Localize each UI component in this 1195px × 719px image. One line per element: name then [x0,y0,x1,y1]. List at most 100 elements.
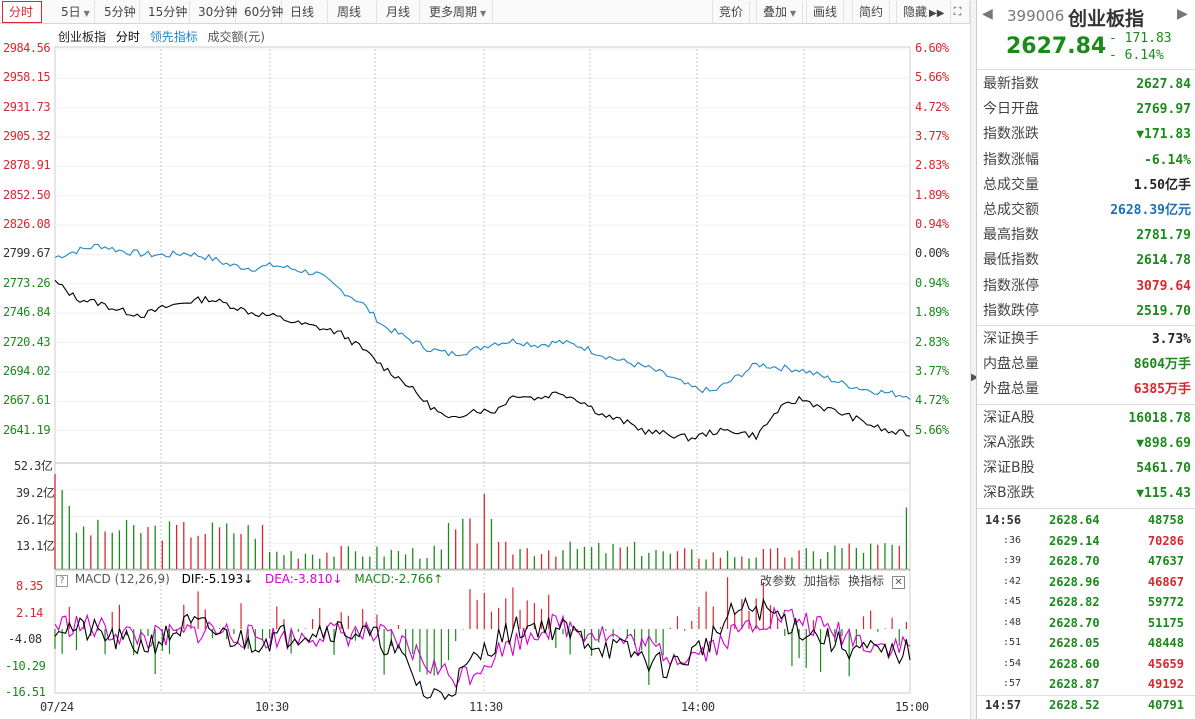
tick-price: 2628.70 [1049,554,1100,569]
price-tick-label: 2984.56 [3,41,51,55]
close-icon[interactable]: ✕ [892,576,906,589]
tick-volume: 70286 [1147,533,1184,548]
pct-tick-label: 1.89% [915,187,949,202]
panel-splitter[interactable]: ▶ [970,0,979,719]
tool-button-label: 叠加 [763,5,788,19]
tick-price: 2628.64 [1049,513,1100,528]
macd-tick-label: -4.08 [8,632,42,646]
macd-tick-label: -16.51 [5,685,46,699]
legend-mode: 分时 [115,30,140,44]
period-tab-4[interactable]: 30分钟 [192,1,238,23]
pct-tick-label: 3.77% [915,129,949,144]
time-tick-label: 15:00 [895,700,929,714]
period-tab-1[interactable]: 5日 ▼ [55,1,95,23]
macd-tick-label: -10.29 [5,658,46,673]
next-arrow-icon[interactable]: ▶ [1177,6,1188,22]
intraday-chart[interactable]: 创业板指 分时 领先指标 成交额(元) ? MACD (12,26,9) DIF… [0,24,970,719]
divider [977,403,1195,405]
period-tab-7[interactable]: 周线 [331,1,377,23]
prev-arrow-icon[interactable]: ◀ [982,6,993,22]
index-code: 399006 [1007,7,1065,25]
tick-volume: 49192 [1147,677,1184,692]
pct-tick-label: 2.83% [915,334,949,349]
tick-price: 2629.05 [1049,715,1100,719]
tick-row: :48 2628.70 51175 [977,613,1195,633]
macd-dea: DEA:-3.810↓ [264,572,343,586]
time-tick-label: 07/24 [40,700,74,714]
legend-volume: 成交额(元) [207,30,265,44]
index-change: - 171.83 [1109,31,1172,46]
macd-button-0[interactable]: 改参数 [760,574,797,588]
tick-price: 2628.60 [1049,656,1100,671]
stat-label: 最低指数 [983,252,1039,269]
macd-title[interactable]: MACD (12,26,9) [74,572,170,586]
stat-label: 深证换手 [983,331,1039,347]
stat-label: 总成交额 [983,202,1039,218]
stat-value: 6385万手 [1133,382,1191,398]
tick-volume: 48758 [1147,513,1184,528]
macd-button-1[interactable]: 加指标 [804,574,841,588]
tick-time: :57 [1003,678,1022,690]
stat-value: 2519.70 [1136,303,1191,319]
tick-price: 2628.70 [1049,615,1100,630]
time-tick-label: 11:30 [469,700,503,714]
stat-value: 1.50亿手 [1133,177,1191,193]
stat-value: 3.73% [1151,332,1191,347]
tool-button-4[interactable]: 隐藏 ▶▶ [896,1,952,23]
price-tick-label: 2641.19 [3,422,51,437]
macd-button-2[interactable]: 换指标 [848,574,885,588]
period-tab-label: 更多周期 [429,5,478,19]
tick-volume: 48448 [1147,636,1184,651]
tick-row: :51 2628.05 48448 [977,633,1195,653]
tick-row: :54 2628.60 45659 [977,654,1195,674]
pct-tick-label: 4.72% [915,393,949,408]
tool-button-2[interactable]: 画线 [806,1,845,23]
stat-value: 5461.70 [1136,461,1191,476]
fullscreen-icon[interactable]: ⛶ [946,1,970,23]
tool-button-label: 画线 [813,5,838,19]
stat-row: 最高指数 2781.79 [983,223,1191,248]
macd-help-icon[interactable]: ? [56,575,68,587]
macd-tick-label: 8.35 [16,579,43,593]
volume-tick-label: 52.3亿 [14,459,53,473]
period-tab-label: 5日 [61,5,81,19]
pct-tick-label: 2.83% [915,158,949,173]
tool-button-3[interactable]: 简约 [852,1,891,23]
period-tab-9[interactable]: 更多周期 ▼ [423,1,493,23]
period-tab-2[interactable]: 5分钟 [98,1,140,23]
tool-button-0[interactable]: 竞价 [712,1,751,23]
stat-value: ▼115.43 [1136,486,1191,502]
divider [977,694,1195,696]
collapse-arrow-icon[interactable]: ▶ [971,372,979,383]
tick-volume: 29299 [1148,715,1184,719]
pct-tick-label: 5.66% [915,70,949,85]
tick-row: 14:56 2628.64 48758 [977,510,1195,530]
index-change-pct: - 6.14% [1109,48,1164,63]
tick-volume: 45659 [1147,656,1184,671]
tick-volume: 46867 [1147,574,1184,589]
tick-price: 2629.14 [1049,533,1100,548]
stat-row: 最新指数 2627.84 [983,72,1191,97]
period-tab-6[interactable]: 日线 [284,1,328,23]
period-tab-8[interactable]: 月线 [380,1,420,23]
period-tab-label: 5分钟 [104,5,136,19]
stat-value: 3079.64 [1136,278,1191,294]
period-tab-label: 60分钟 [244,5,284,19]
stat-value: 2628.39亿元 [1110,203,1191,218]
macd-legend: ? MACD (12,26,9) DIF:-5.193↓ DEA:-3.810↓… [56,572,443,587]
period-tab-label: 30分钟 [198,5,238,19]
tick-volume: 47637 [1147,554,1184,569]
stat-value: ▼171.83 [1136,127,1191,143]
price-tick-label: 2878.91 [3,158,51,173]
tick-row: 14:57 2628.52 40791 [977,695,1195,715]
period-tab-0[interactable]: 分时 [2,1,42,23]
tool-button-1[interactable]: 叠加 ▼ [756,1,804,23]
stat-label: 总成交量 [983,176,1039,193]
period-tab-3[interactable]: 15分钟 [142,1,190,23]
stat-row: 深A涨跌 ▼898.69 [983,431,1191,456]
stat-label: 指数跌停 [983,302,1039,319]
macd-buttons: 改参数 加指标 换指标 ✕ [760,572,906,589]
period-tab-5[interactable]: 60分钟 [238,1,284,23]
pct-tick-label: 0.00% [915,246,949,261]
tick-price: 2628.52 [1049,697,1100,712]
